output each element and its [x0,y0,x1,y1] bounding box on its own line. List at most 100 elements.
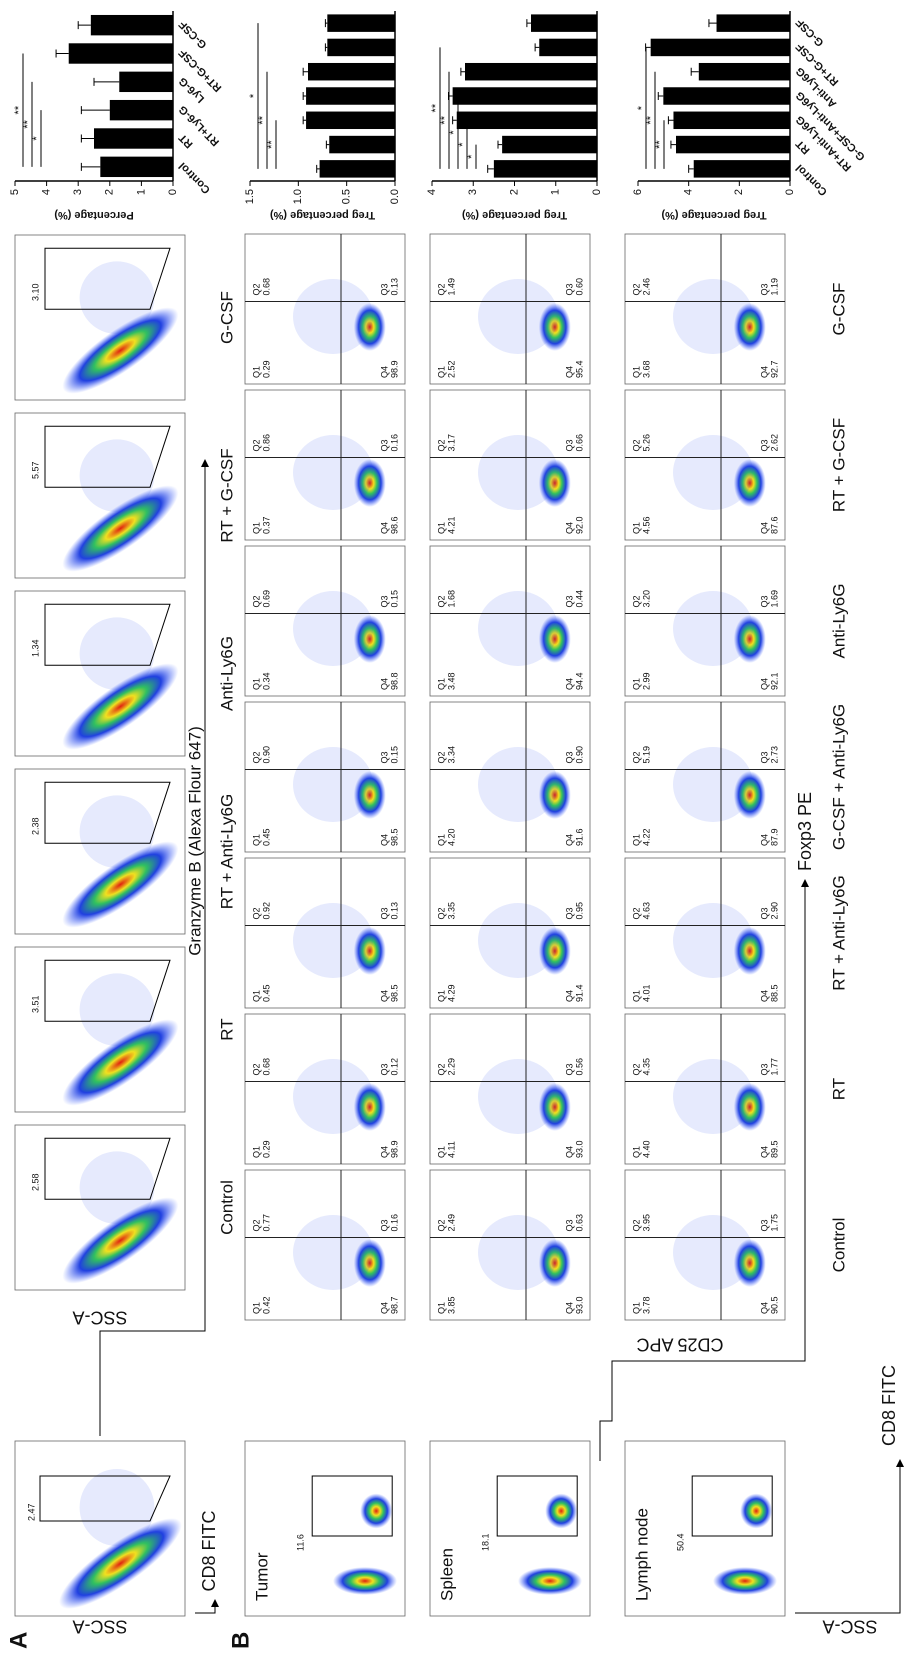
quadrant-name: Q2 [251,751,261,763]
significance-label: ** [654,140,666,149]
quadrant-name: Q1 [436,678,446,690]
quadrant-value: 0.69 [261,590,271,608]
cell-cloud [518,1567,582,1595]
quadrant-value: 2.90 [769,902,779,920]
axis-label: CD25 APC [636,1334,723,1354]
y-tick-label: 4 [426,189,438,195]
quadrant-value: 4.01 [641,984,651,1002]
quadrant-value: 0.29 [261,1140,271,1158]
quadrant-name: Q1 [251,522,261,534]
group-label: Control [829,1218,848,1273]
cell-cloud [733,927,766,975]
error-bar [55,49,69,58]
group-label: RT + Anti-Ly6G [217,794,236,909]
quadrant-name: Q2 [631,439,641,451]
quadrant-name: Q2 [251,1063,261,1075]
cell-cloud [733,771,766,819]
panel-label: A [5,1632,32,1649]
quadrant-value: 0.86 [261,434,271,452]
gate [44,959,171,1022]
group-label: G-CSF [829,283,848,336]
quadrant-value: 4.63 [641,902,651,920]
quadrant-name: Q1 [631,1302,641,1314]
cell-cloud-faint [673,279,753,354]
cell-cloud [538,771,571,819]
quadrant-value: 98.9 [389,1140,399,1158]
error-bar [324,19,328,28]
quadrant-value: 0.90 [261,746,271,764]
bar [329,135,395,154]
cell-cloud [538,615,571,663]
quadrant-value: 0.44 [574,590,584,608]
cell-cloud [62,307,179,394]
x-tick-label: RT [176,131,195,150]
quadrant-name: Q1 [251,1146,261,1158]
quadrant-name: Q3 [564,1219,574,1231]
cell-cloud-faint [293,1059,373,1134]
significance-label: * [457,142,469,147]
error-bar [690,67,699,76]
quadrant-name: Q4 [564,834,574,846]
x-tick-label: RT [793,137,812,156]
quadrant-value: 0.92 [261,902,271,920]
axis-label: SSC-A [72,1307,127,1327]
quadrant-name: Q2 [631,595,641,607]
quadrant-value: 3.17 [446,434,456,452]
quadrant-value: 98.7 [389,1296,399,1314]
gate-value: 3.51 [30,995,40,1013]
cell-cloud [713,1567,777,1595]
bar [676,135,790,154]
quadrant-name: Q1 [631,834,641,846]
error-bar [708,19,717,28]
bar [650,38,791,57]
quadrant-value: 2.52 [446,360,456,378]
quadrant-value: 1.68 [446,590,456,608]
quadrant-name: Q1 [436,522,446,534]
quadrant-value: 0.13 [389,278,399,296]
error-bar [526,19,531,28]
axis-label: CD8 FITC [879,1365,899,1446]
cell-cloud-faint [293,903,373,978]
quadrant-value: 91.6 [574,828,584,846]
bar [493,160,597,178]
quadrant-value: 4.11 [446,1141,456,1158]
cell-cloud [733,303,766,351]
tissue-label: Tumor [252,1552,271,1601]
quadrant-name: Q3 [564,439,574,451]
panel-label: B [227,1632,254,1649]
axis-label: CD8 FITC [199,1510,219,1591]
gate-value: 5.57 [30,461,40,479]
bar [306,111,396,130]
bar [319,160,396,178]
cell-cloud [62,663,179,750]
gate-value: 50.4 [675,1533,685,1551]
quadrant-value: 94.4 [574,672,584,690]
cell-cloud [353,771,386,819]
error-bar [324,43,328,52]
quadrant-value: 5.26 [641,434,651,452]
bar [327,38,396,57]
error-bar [460,67,465,76]
bar [119,71,173,93]
group-label: G-CSF + Anti-Ly6G [829,704,848,850]
quadrant-name: Q3 [379,595,389,607]
y-tick-label: 6 [632,189,644,195]
gate-value: 11.6 [295,1534,305,1551]
significance-label: * [31,136,43,141]
x-tick-label: G-CSF [177,18,210,51]
cell-cloud [740,1493,773,1529]
error-bar [93,77,120,86]
cell-cloud [545,1493,578,1529]
cell-cloud-faint [79,617,155,690]
gate-value: 3.10 [30,283,40,301]
gate-value: 2.38 [30,817,40,835]
cell-cloud [333,1567,397,1595]
y-tick-label: 2 [733,189,745,195]
cell-cloud-faint [478,1059,558,1134]
quadrant-name: Q2 [251,907,261,919]
cell-cloud [538,1083,571,1131]
quadrant-name: Q2 [631,751,641,763]
gate [496,1475,578,1537]
quadrant-value: 0.37 [261,516,271,534]
bar [306,87,396,105]
